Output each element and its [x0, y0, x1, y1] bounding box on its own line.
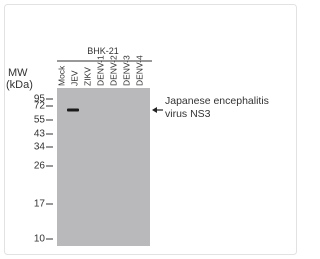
mw-marker-label: 43	[34, 129, 46, 140]
annotation-line2: virus NS3	[165, 108, 211, 120]
mw-marker-label: 17	[34, 199, 46, 210]
mw-marker-label: 26	[34, 161, 46, 172]
lane-label: DENV-3	[121, 55, 131, 86]
blot-membrane	[57, 88, 150, 246]
lane-label: Mock	[56, 65, 66, 86]
lane-label: DENV-2	[108, 55, 118, 86]
lane-label: ZIKV	[82, 67, 92, 86]
mw-marker-label: 72	[34, 101, 46, 112]
lane-label: JEV	[69, 70, 79, 86]
mw-marker-label: 34	[34, 142, 46, 153]
lane-label: DENV-1	[95, 55, 105, 86]
mw-marker-label: 55	[34, 115, 46, 126]
frame	[5, 5, 297, 255]
protein-band	[67, 109, 79, 112]
page: {"header": {"cell_line": "BHK-21"}, "lan…	[0, 0, 301, 259]
mw-marker-label: 10	[34, 234, 46, 245]
cell-line-label: BHK-21	[87, 46, 119, 56]
mw-title: MW	[8, 67, 28, 79]
annotation-line1: Japanese encephalitis	[165, 95, 269, 107]
mw-unit: (kDa)	[6, 79, 33, 91]
lane-label: DENV-4	[134, 55, 144, 86]
